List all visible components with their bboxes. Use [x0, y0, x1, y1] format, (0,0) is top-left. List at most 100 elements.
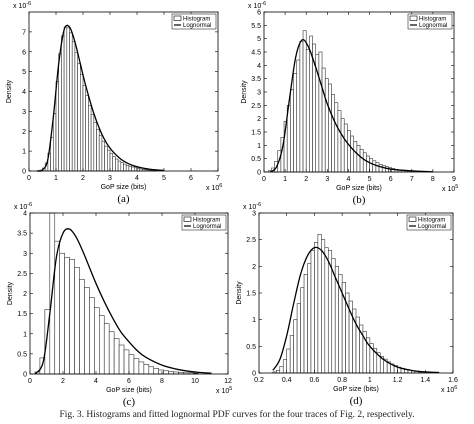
y-tick-label: 1 — [23, 331, 27, 338]
histogram-bar — [307, 263, 312, 374]
x-axis-label: GoP size (bits) — [101, 184, 147, 191]
histogram-bar — [350, 135, 355, 173]
y-multiplier-base: x 10 — [248, 3, 261, 10]
x-axis-multiplier: x 106 — [441, 385, 457, 394]
x-tick-label: 5 — [368, 176, 372, 183]
histogram-bar — [305, 49, 310, 173]
legend-lognormal-label: Lognormal — [418, 224, 446, 230]
legend-lognormal-label: Lognormal — [183, 23, 211, 29]
y-tick-label: 1 — [22, 149, 26, 156]
histogram-bar — [318, 51, 323, 173]
y-multiplier-base: x 10 — [13, 3, 26, 10]
x-multiplier-exponent: 5 — [455, 184, 458, 190]
histogram-bar — [331, 94, 336, 173]
histogram-bar — [148, 366, 155, 375]
y-axis-label: Density — [6, 79, 13, 103]
panel-label: (d) — [350, 395, 363, 407]
histogram-bar — [303, 274, 308, 374]
histogram-bar — [296, 59, 301, 173]
y-tick-label: 3 — [23, 251, 27, 258]
legend-histogram-swatch — [173, 15, 182, 21]
histogram-bar — [88, 105, 92, 172]
histogram-bar — [128, 354, 135, 375]
x-axis-multiplier: x 105 — [442, 184, 458, 193]
x-tick-label: 4 — [135, 175, 139, 182]
x-axis-multiplier: x 105 — [216, 386, 232, 395]
histogram-bar — [282, 359, 288, 374]
y-tick-label: 1.5 — [246, 291, 256, 298]
lognormal-curve — [269, 38, 433, 173]
y-tick-label: 0.5 — [251, 156, 261, 163]
x-multiplier-base: x 10 — [441, 387, 454, 394]
x-tick-label: 8 — [431, 176, 435, 183]
y-multiplier-exponent: -6 — [261, 1, 266, 7]
x-tick-label: 1 — [54, 175, 58, 182]
y-multiplier-exponent: -6 — [27, 202, 32, 208]
histogram-bar — [378, 163, 383, 173]
histogram-bar — [55, 81, 60, 172]
histogram-bar — [310, 250, 315, 374]
histogram-bar — [96, 128, 100, 172]
y-tick-label: 1 — [252, 317, 256, 324]
histogram-bar — [279, 366, 284, 374]
histogram-bar — [84, 287, 90, 375]
x-tick-label: 6 — [127, 378, 131, 385]
histogram-bar — [99, 315, 105, 375]
histogram-bar — [101, 140, 105, 172]
y-tick-label: 1.5 — [251, 130, 261, 137]
x-axis-label: GoP size (bits) — [106, 387, 152, 394]
histogram-bar — [79, 279, 85, 375]
histogram-bar — [353, 141, 358, 173]
x-multiplier-exponent: 5 — [229, 386, 232, 392]
y-tick-label: 0 — [257, 170, 261, 177]
histogram-bar — [356, 145, 361, 173]
x-tick-label: 9 — [452, 176, 456, 183]
histogram-bar — [64, 256, 70, 375]
x-tick-label: 2 — [61, 378, 65, 385]
histogram-bar — [69, 32, 73, 172]
histogram-bar — [290, 89, 294, 173]
panel-label: (c) — [123, 396, 136, 408]
histogram-bar — [98, 134, 103, 172]
x-axis-multiplier: x 106 — [206, 183, 222, 192]
x-tick-label: 0.6 — [310, 377, 320, 384]
histogram-bar — [133, 358, 140, 375]
histogram-bar — [314, 242, 319, 374]
y-axis-multiplier: x 10-6 — [13, 1, 31, 10]
y-tick-label: 5 — [257, 36, 261, 43]
legend-histogram-label: Histogram — [418, 218, 445, 224]
legend-box — [407, 13, 453, 30]
y-tick-label: 2 — [252, 264, 256, 271]
y-multiplier-base: x 10 — [14, 204, 27, 211]
histogram-bar — [103, 323, 110, 375]
histogram-bar — [321, 239, 326, 374]
x-tick-label: 0.4 — [282, 377, 292, 384]
x-tick-label: 3 — [325, 176, 329, 183]
x-tick-label: 8 — [160, 378, 164, 385]
histogram-bar — [93, 122, 97, 172]
histogram-bar — [52, 113, 57, 172]
panel-label: (b) — [353, 194, 366, 206]
y-axis-multiplier: x 10-6 — [248, 1, 266, 10]
y-tick-label: 2.5 — [246, 237, 256, 244]
y-axis-label: Density — [241, 80, 248, 104]
x-multiplier-base: x 10 — [216, 388, 229, 395]
histogram-bar — [385, 166, 389, 173]
histogram-bar — [109, 153, 114, 172]
x-tick-label: 1.4 — [420, 377, 430, 384]
histogram-bar — [123, 163, 127, 172]
histogram-bar — [107, 149, 111, 172]
y-multiplier-exponent: -6 — [26, 1, 31, 7]
y-axis-label: Density — [7, 281, 14, 305]
histogram-bar — [362, 152, 367, 173]
y-tick-label: 5 — [22, 69, 26, 76]
x-tick-label: 6 — [389, 176, 393, 183]
histogram-bar — [293, 319, 298, 374]
histogram-bar — [369, 158, 374, 173]
lognormal-curve — [272, 246, 440, 374]
chart-panel-b: 0 1 2 3 4 5 6 7 8 900.511.522.533.544.555.56x 10-… — [241, 1, 458, 206]
y-axis-multiplier: x 10-6 — [243, 202, 261, 211]
histogram-bar — [58, 53, 62, 172]
